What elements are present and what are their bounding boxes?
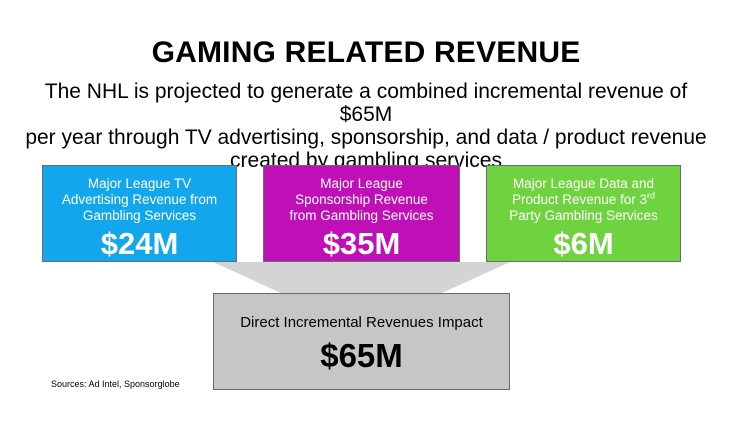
sponsorship-label: Major League Sponsorship Revenue from Ga… — [264, 176, 459, 224]
sponsorship-label-line-2: Sponsorship Revenue — [295, 192, 428, 207]
sponsorship-value: $35M — [322, 226, 401, 261]
tv-advertising-label-line-1: Major League TV — [87, 176, 192, 191]
data-product-label-line-1: Major League Data and — [512, 176, 655, 191]
tv-advertising-box: Major League TV Advertising Revenue from… — [42, 165, 237, 262]
data-product-label-line-3: Party Gambling Services — [509, 208, 658, 223]
data-product-label-line-2-text: Product Revenue for 3 — [511, 192, 648, 207]
sponsorship-label-line-1: Major League — [320, 176, 403, 191]
data-product-box: Major League Data and Product Revenue fo… — [486, 165, 681, 262]
total-impact-value: $65M — [320, 337, 403, 374]
page-title: GAMING RELATED REVENUE — [151, 36, 581, 69]
tv-advertising-label-line-2: Advertising Revenue from — [61, 192, 218, 207]
data-product-label-line-2: Product Revenue for 3rd — [497, 190, 670, 208]
subtitle-line-1: The NHL is projected to generate a combi… — [44, 80, 688, 126]
total-impact-box: Direct Incremental Revenues Impact $65M — [213, 293, 510, 390]
ordinal-superscript: rd — [647, 190, 656, 201]
sponsorship-label-line-3: from Gambling Services — [289, 208, 434, 223]
tv-advertising-value: $24M — [100, 226, 179, 261]
total-impact-label: Direct Incremental Revenues Impact — [240, 314, 483, 331]
data-product-value: $6M — [553, 226, 614, 261]
subtitle-line-2: per year through TV advertising, sponsor… — [25, 126, 707, 149]
funnel-shape — [213, 262, 510, 293]
sponsorship-box: Major League Sponsorship Revenue from Ga… — [263, 165, 460, 262]
data-product-label: Major League Data and Product Revenue fo… — [487, 176, 680, 224]
tv-advertising-label-line-3: Gambling Services — [82, 208, 197, 223]
tv-advertising-label: Major League TV Advertising Revenue from… — [43, 176, 236, 224]
subtitle: The NHL is projected to generate a combi… — [20, 80, 712, 172]
sources-note: Sources: Ad Intel, Sponsorglobe — [51, 379, 180, 389]
